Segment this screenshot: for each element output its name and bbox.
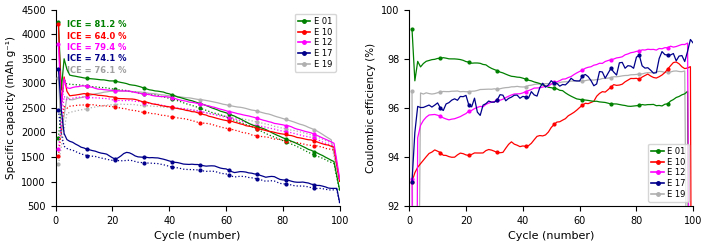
X-axis label: Cycle (number): Cycle (number) <box>508 231 595 242</box>
X-axis label: Cycle (number): Cycle (number) <box>154 231 241 242</box>
Text: ICE = 74.1 %: ICE = 74.1 % <box>67 54 127 63</box>
Text: ICE = 79.4 %: ICE = 79.4 % <box>67 43 126 52</box>
Text: ICE = 64.0 %: ICE = 64.0 % <box>67 32 127 41</box>
Legend: E 01, E 10, E 12, E 17, E 19: E 01, E 10, E 12, E 17, E 19 <box>295 14 336 72</box>
Y-axis label: Specific capacity (mAh g⁻¹): Specific capacity (mAh g⁻¹) <box>6 36 16 179</box>
Legend: E 01, E 10, E 12, E 17, E 19: E 01, E 10, E 12, E 17, E 19 <box>648 144 689 202</box>
Text: ICE = 81.2 %: ICE = 81.2 % <box>67 20 127 29</box>
Y-axis label: Coulombic efficiency (%): Coulombic efficiency (%) <box>365 43 375 173</box>
Text: ICE = 76.1 %: ICE = 76.1 % <box>67 66 127 75</box>
